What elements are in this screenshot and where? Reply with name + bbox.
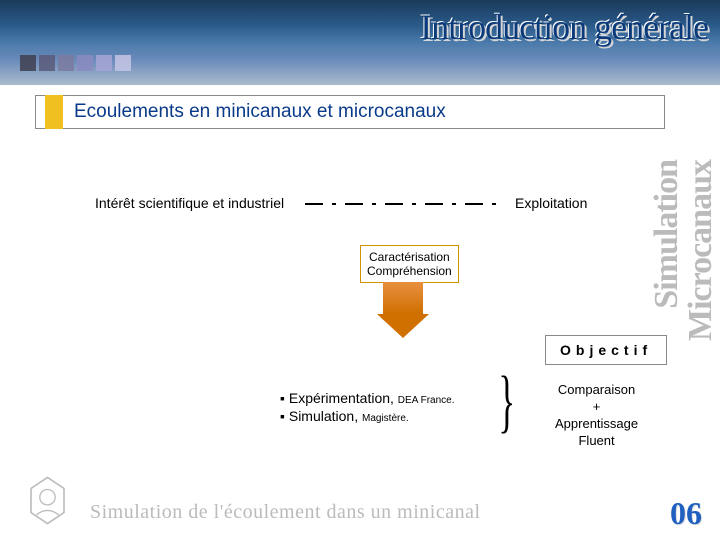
bullet-item: ▪ Expérimentation, DEA France.: [280, 390, 455, 406]
section-title: Ecoulements en minicanaux et microcanaux: [74, 101, 446, 123]
compare-line: Fluent: [555, 433, 638, 450]
connector-segment: [465, 203, 483, 205]
connector-segment: [412, 203, 416, 205]
connector-segment: [425, 203, 443, 205]
flow-right-label: Exploitation: [515, 195, 587, 211]
decor-square: [115, 55, 131, 71]
logo-icon: [20, 473, 75, 528]
arrow-head-icon: [377, 314, 429, 338]
mid-box-line2: Compréhension: [367, 264, 452, 278]
compare-box: Comparaison+ApprentissageFluent: [555, 382, 638, 450]
decor-square: [20, 55, 36, 71]
connector-segment: [345, 203, 363, 205]
accent-bar: [45, 95, 63, 129]
compare-line: +: [555, 399, 638, 416]
vertical-label-simulation: Simulation: [648, 160, 686, 309]
connector-segment: [385, 203, 403, 205]
footer-title: Simulation de l'écoulement dans un minic…: [90, 501, 481, 524]
compare-line: Apprentissage: [555, 416, 638, 433]
connector-segment: [452, 203, 456, 205]
mid-box-line1: Caractérisation: [367, 250, 452, 264]
decorative-squares: [20, 55, 131, 71]
compare-line: Comparaison: [555, 382, 638, 399]
slide-number: 06: [670, 495, 702, 532]
arrow-body: [383, 282, 423, 314]
page-title: Introduction générale: [420, 6, 708, 48]
decor-square: [96, 55, 112, 71]
decor-square: [39, 55, 55, 71]
vertical-label-microcanaux: Microcanaux: [682, 160, 720, 341]
bullet-list: ▪ Expérimentation, DEA France. ▪ Simulati…: [280, 388, 455, 426]
section-bar: Ecoulements en minicanaux et microcanaux: [35, 95, 665, 129]
objectif-label: Objectif: [545, 335, 667, 365]
connector-segment: [332, 203, 336, 205]
mid-box: Caractérisation Compréhension: [360, 245, 459, 283]
connector-segment: [492, 203, 496, 205]
brace-icon: }: [498, 362, 515, 442]
flow-left-label: Intérêt scientifique et industriel: [95, 195, 284, 211]
decor-square: [58, 55, 74, 71]
connector-segment: [305, 203, 323, 205]
decor-square: [77, 55, 93, 71]
connector-segment: [372, 203, 376, 205]
bullet-item: ▪ Simulation, Magistère.: [280, 408, 455, 424]
